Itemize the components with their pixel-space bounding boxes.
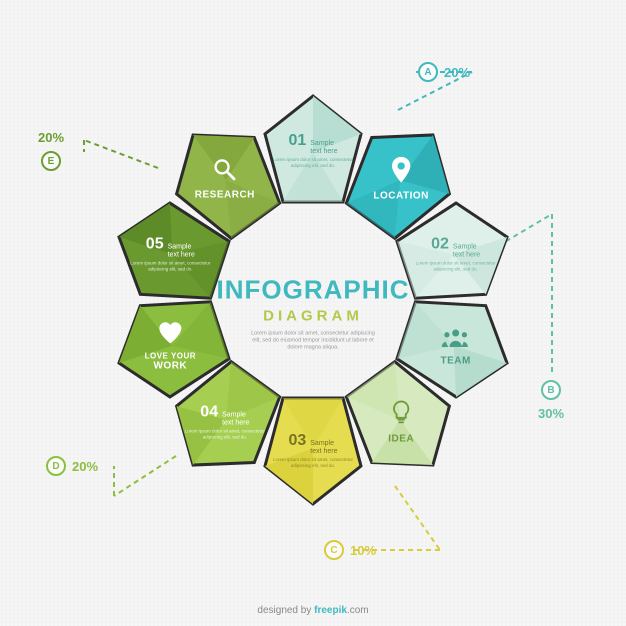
search-icon <box>213 157 237 187</box>
idea-icon <box>391 399 411 431</box>
segment-label: RESEARCH <box>195 189 255 200</box>
callout-B: B 30% <box>538 380 564 421</box>
callout-pct: 20% <box>72 459 98 474</box>
segment-label: TEAM <box>440 355 470 366</box>
callout-pct: 30% <box>538 406 564 421</box>
segment-label: LOCATION <box>373 190 428 201</box>
callout-C: C 10% <box>324 540 376 560</box>
segment-number: 01 <box>288 132 306 150</box>
segment-label: IDEA <box>388 433 414 444</box>
callout-badge: A <box>418 62 438 82</box>
infographic-stage: 01Sampletext hereLorem ipsum dolor sit a… <box>0 0 626 626</box>
callout-badge: B <box>541 380 561 400</box>
callout-badge: C <box>324 540 344 560</box>
callout-pct: 20% <box>444 65 470 80</box>
heart-icon <box>158 321 182 349</box>
callout-D: D 20% <box>46 456 98 476</box>
attribution: designed by freepik.com <box>0 605 626 616</box>
callout-badge: D <box>46 456 66 476</box>
callout-E: 20% E <box>38 130 64 171</box>
callout-badge: E <box>41 151 61 171</box>
center-block: INFOGRAPHIC DIAGRAM Lorem ipsum dolor si… <box>217 274 410 351</box>
callout-A: A 20% <box>418 62 470 82</box>
callout-pct: 20% <box>38 130 64 145</box>
center-lorem: Lorem ipsum dolor sit amet, consectetur … <box>248 330 378 351</box>
team-icon <box>442 327 470 353</box>
segment-number: 02 <box>431 236 449 254</box>
callout-pct: 10% <box>350 543 376 558</box>
segment-number: 05 <box>146 236 164 254</box>
location-icon <box>390 156 412 188</box>
segment-number: 03 <box>288 432 306 450</box>
center-title: INFOGRAPHIC <box>217 274 410 305</box>
center-subtitle: DIAGRAM <box>217 307 410 324</box>
segment-number: 04 <box>200 403 218 421</box>
